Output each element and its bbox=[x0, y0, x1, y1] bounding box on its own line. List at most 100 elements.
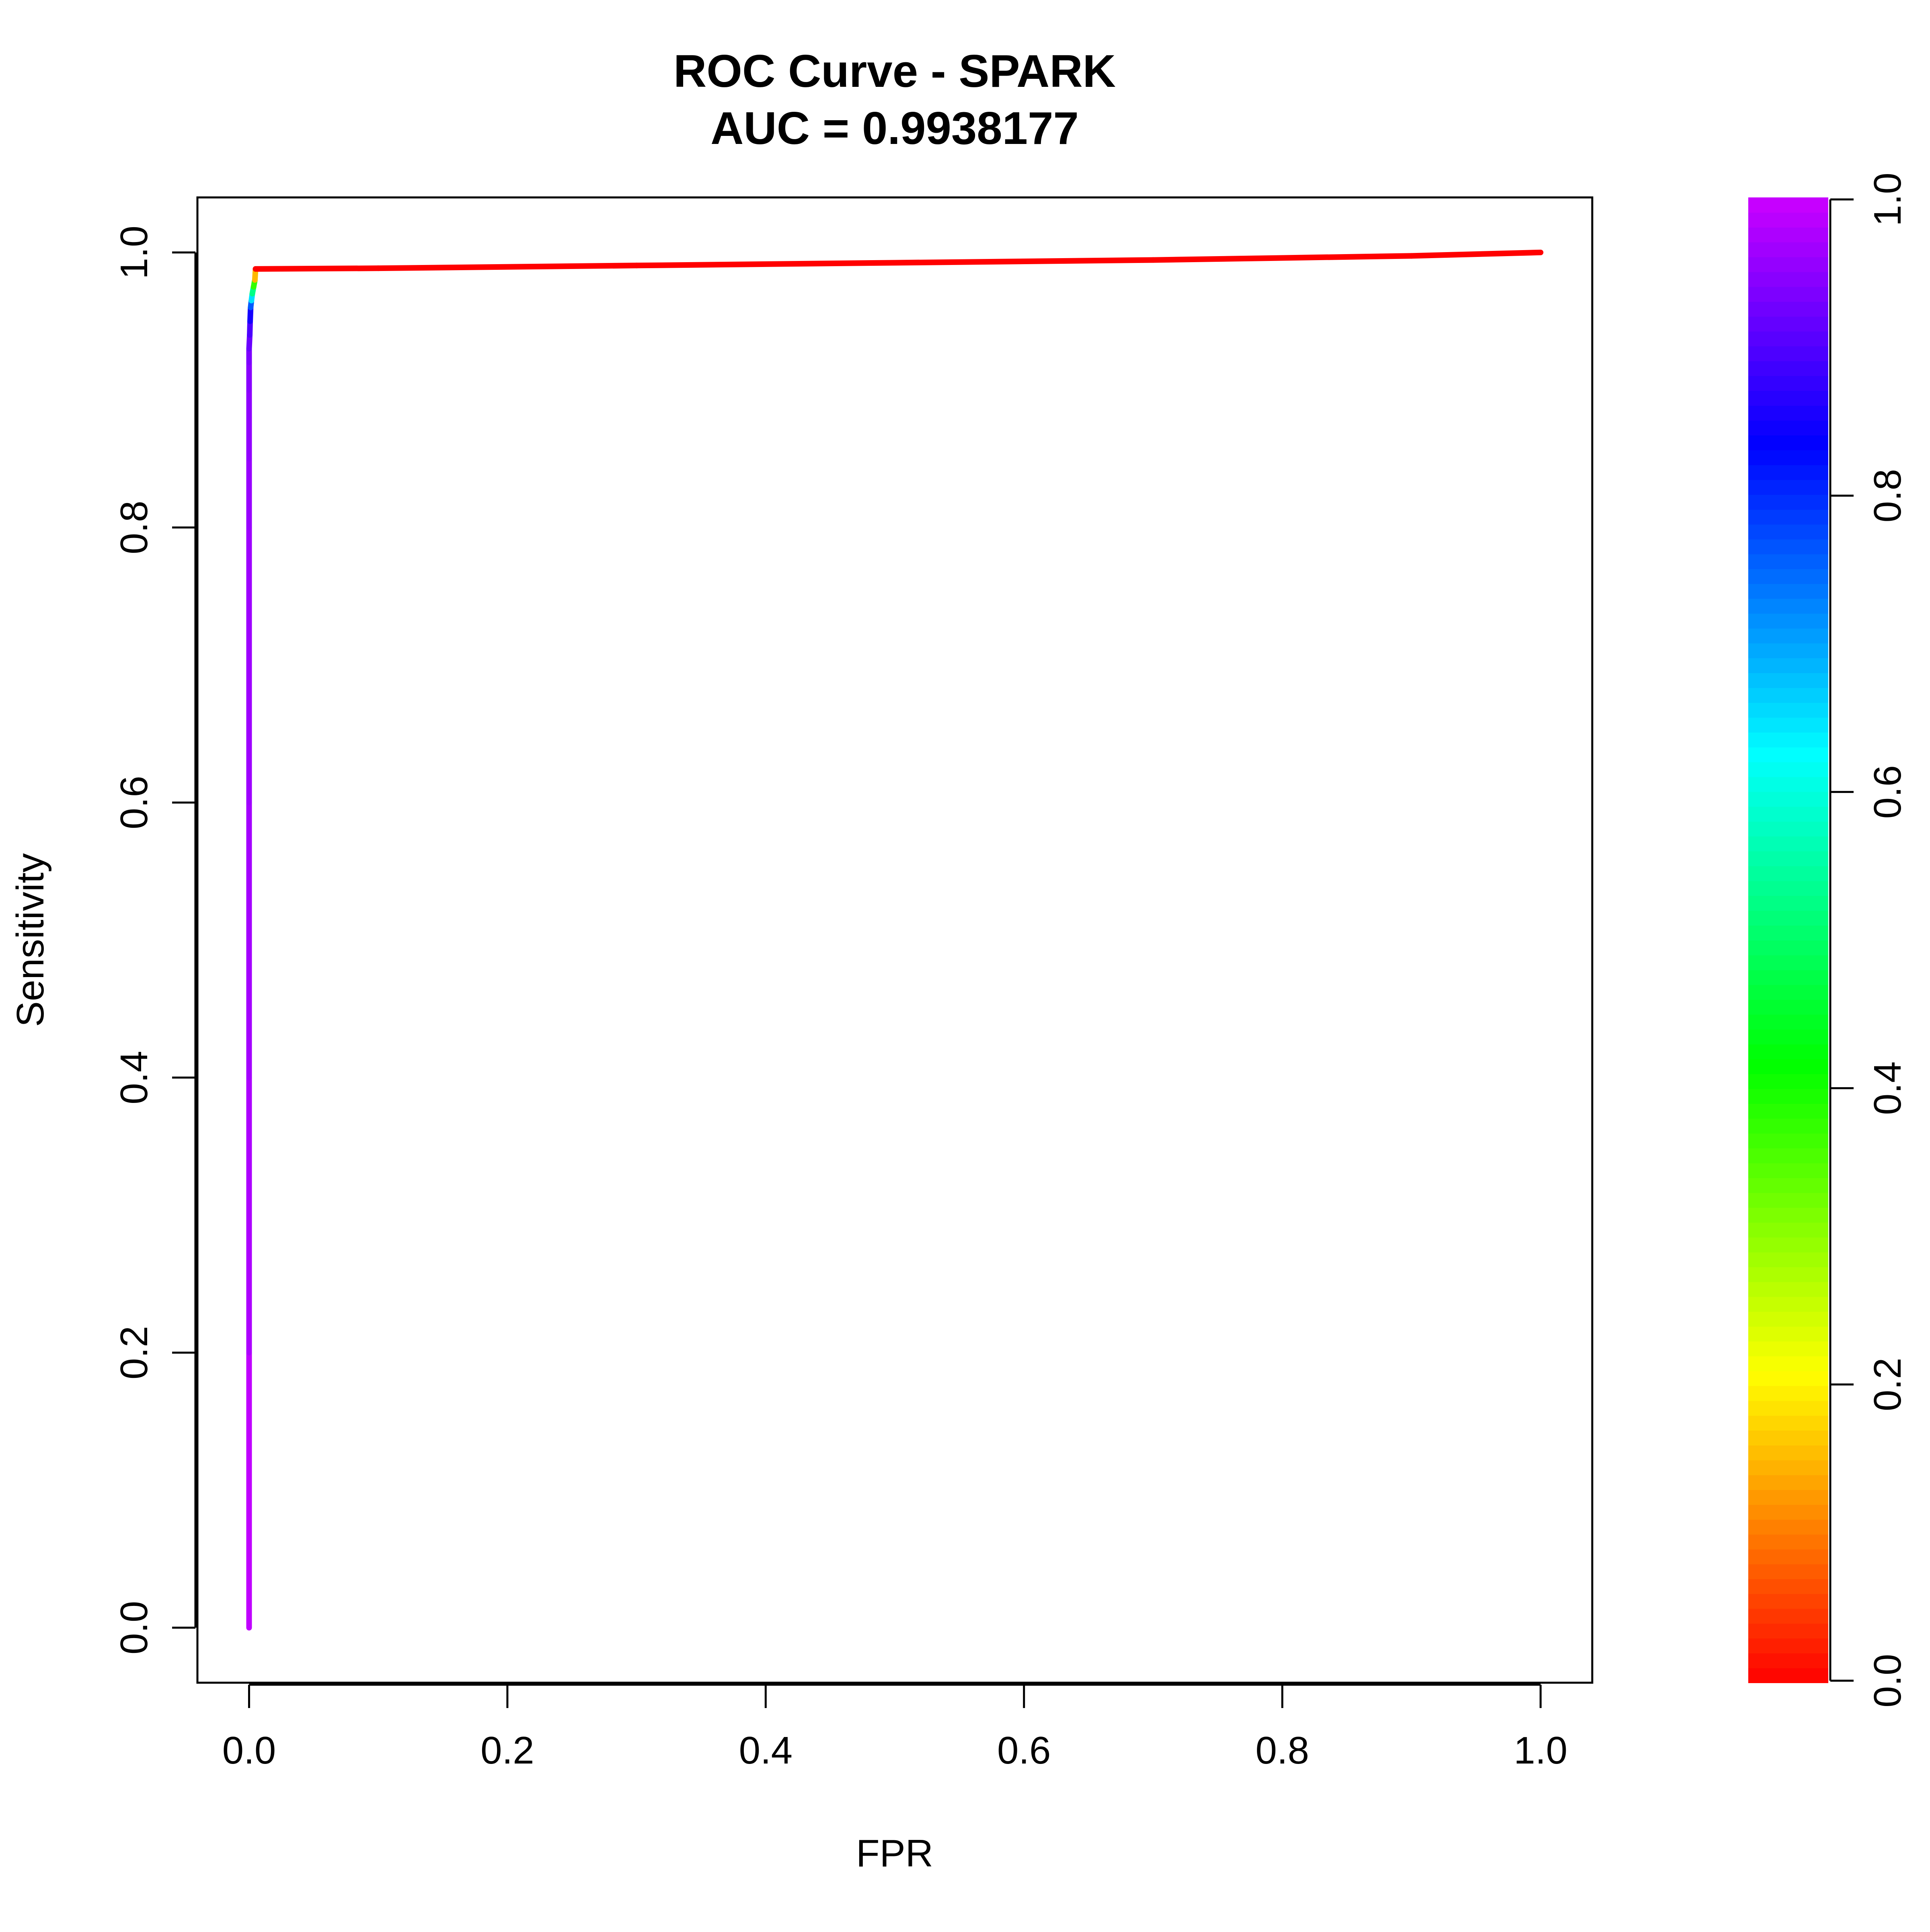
colorbar-band bbox=[1748, 1638, 1828, 1654]
colorbar-band bbox=[1748, 420, 1828, 436]
colorbar-band bbox=[1748, 1593, 1828, 1609]
y-axis: 0.0 0.2 0.4 0.6 0.8 1.0 bbox=[113, 226, 197, 1655]
x-tick-label: 0.6 bbox=[997, 1729, 1051, 1772]
y-axis-title: Sensitivity bbox=[9, 853, 52, 1027]
colorbar-tick-label: 0.6 bbox=[1866, 765, 1909, 819]
colorbar: 0.0 0.2 0.4 0.6 0.8 1.0 bbox=[1748, 172, 1909, 1708]
colorbar-band bbox=[1748, 1281, 1828, 1297]
colorbar-band bbox=[1748, 791, 1828, 807]
colorbar-band bbox=[1748, 1014, 1828, 1030]
colorbar-band bbox=[1748, 464, 1828, 480]
colorbar-band bbox=[1748, 1074, 1828, 1089]
colorbar-band bbox=[1748, 881, 1828, 896]
colorbar-band bbox=[1748, 1059, 1828, 1074]
colorbar-band bbox=[1748, 257, 1828, 272]
colorbar-band bbox=[1748, 361, 1828, 376]
colorbar-band bbox=[1748, 479, 1828, 495]
x-tick-label: 0.2 bbox=[480, 1729, 534, 1772]
x-tick-label: 0.8 bbox=[1255, 1729, 1309, 1772]
colorbar-band bbox=[1748, 569, 1828, 584]
colorbar-band bbox=[1748, 955, 1828, 970]
x-axis: 0.0 0.2 0.4 0.6 0.8 1.0 bbox=[222, 1684, 1567, 1772]
y-tick-label: 0.4 bbox=[113, 1051, 156, 1104]
colorbar-band bbox=[1748, 895, 1828, 911]
colorbar-band bbox=[1748, 1133, 1828, 1149]
colorbar-band bbox=[1748, 227, 1828, 242]
plot-frame bbox=[196, 196, 1593, 1684]
chart-title: ROC Curve - SPARK bbox=[673, 46, 1116, 97]
colorbar-band bbox=[1748, 1088, 1828, 1104]
chart-subtitle: AUC = 0.9938177 bbox=[710, 103, 1079, 154]
colorbar-band bbox=[1748, 316, 1828, 332]
colorbar-band bbox=[1748, 1386, 1828, 1401]
colorbar-band bbox=[1748, 1460, 1828, 1475]
colorbar-band bbox=[1748, 1163, 1828, 1178]
colorbar-band bbox=[1748, 1192, 1828, 1208]
y-tick-label: 0.6 bbox=[113, 776, 156, 829]
colorbar-band bbox=[1748, 910, 1828, 926]
colorbar-band bbox=[1748, 1356, 1828, 1371]
colorbar-band bbox=[1748, 1341, 1828, 1357]
colorbar-band bbox=[1748, 331, 1828, 347]
colorbar-band bbox=[1748, 1207, 1828, 1223]
colorbar-band bbox=[1748, 1519, 1828, 1535]
colorbar-band bbox=[1748, 1653, 1828, 1669]
colorbar-tick-label: 0.8 bbox=[1866, 469, 1909, 522]
colorbar-band bbox=[1748, 1549, 1828, 1564]
colorbar-band bbox=[1748, 999, 1828, 1015]
colorbar-band bbox=[1748, 702, 1828, 718]
colorbar-band bbox=[1748, 583, 1828, 599]
colorbar-band bbox=[1748, 1400, 1828, 1416]
y-tick-label: 1.0 bbox=[113, 226, 156, 279]
colorbar-band bbox=[1748, 212, 1828, 228]
colorbar-band bbox=[1748, 984, 1828, 1000]
colorbar-band bbox=[1748, 643, 1828, 659]
colorbar-band bbox=[1748, 554, 1828, 569]
colorbar-band bbox=[1748, 1608, 1828, 1624]
colorbar-band bbox=[1748, 866, 1828, 881]
colorbar-band bbox=[1748, 1445, 1828, 1460]
colorbar-band bbox=[1748, 1029, 1828, 1045]
colorbar-band bbox=[1748, 509, 1828, 525]
roc-curve-segment bbox=[634, 260, 898, 269]
colorbar-band bbox=[1748, 1534, 1828, 1550]
colorbar-band bbox=[1748, 717, 1828, 733]
colorbar-band bbox=[1748, 836, 1828, 852]
colorbar-band bbox=[1748, 1178, 1828, 1193]
colorbar-band bbox=[1748, 747, 1828, 762]
colorbar-band bbox=[1748, 762, 1828, 777]
colorbar-band bbox=[1748, 1415, 1828, 1431]
colorbar-band bbox=[1748, 376, 1828, 391]
colorbar-band bbox=[1748, 494, 1828, 510]
x-tick-label: 0.0 bbox=[222, 1729, 276, 1772]
roc-curve-segment bbox=[892, 257, 1156, 266]
colorbar-band bbox=[1748, 1326, 1828, 1342]
colorbar-band bbox=[1748, 271, 1828, 287]
colorbar-tick-label: 0.0 bbox=[1866, 1654, 1909, 1707]
colorbar-band bbox=[1748, 821, 1828, 837]
colorbar-band bbox=[1748, 851, 1828, 866]
colorbar-band bbox=[1748, 1237, 1828, 1252]
colorbar-band bbox=[1748, 925, 1828, 940]
colorbar-band bbox=[1748, 1118, 1828, 1134]
colorbar-band bbox=[1748, 1044, 1828, 1059]
colorbar-band bbox=[1748, 658, 1828, 673]
colorbar-band bbox=[1748, 1474, 1828, 1490]
colorbar-band bbox=[1748, 435, 1828, 450]
colorbar-band bbox=[1748, 301, 1828, 317]
colorbar-band bbox=[1748, 1222, 1828, 1238]
roc-curve-segment bbox=[375, 263, 640, 271]
roc-curve-segment bbox=[1150, 253, 1415, 263]
x-axis-title: FPR bbox=[856, 1832, 933, 1875]
colorbar-band bbox=[1748, 1489, 1828, 1505]
colorbar-band bbox=[1748, 1296, 1828, 1312]
colorbar-band bbox=[1748, 598, 1828, 614]
x-tick-label: 1.0 bbox=[1514, 1729, 1567, 1772]
colorbar-band bbox=[1748, 1579, 1828, 1594]
y-tick-label: 0.2 bbox=[113, 1326, 156, 1379]
colorbar-band bbox=[1748, 940, 1828, 955]
colorbar-band bbox=[1748, 1148, 1828, 1164]
colorbar-band bbox=[1748, 197, 1828, 213]
